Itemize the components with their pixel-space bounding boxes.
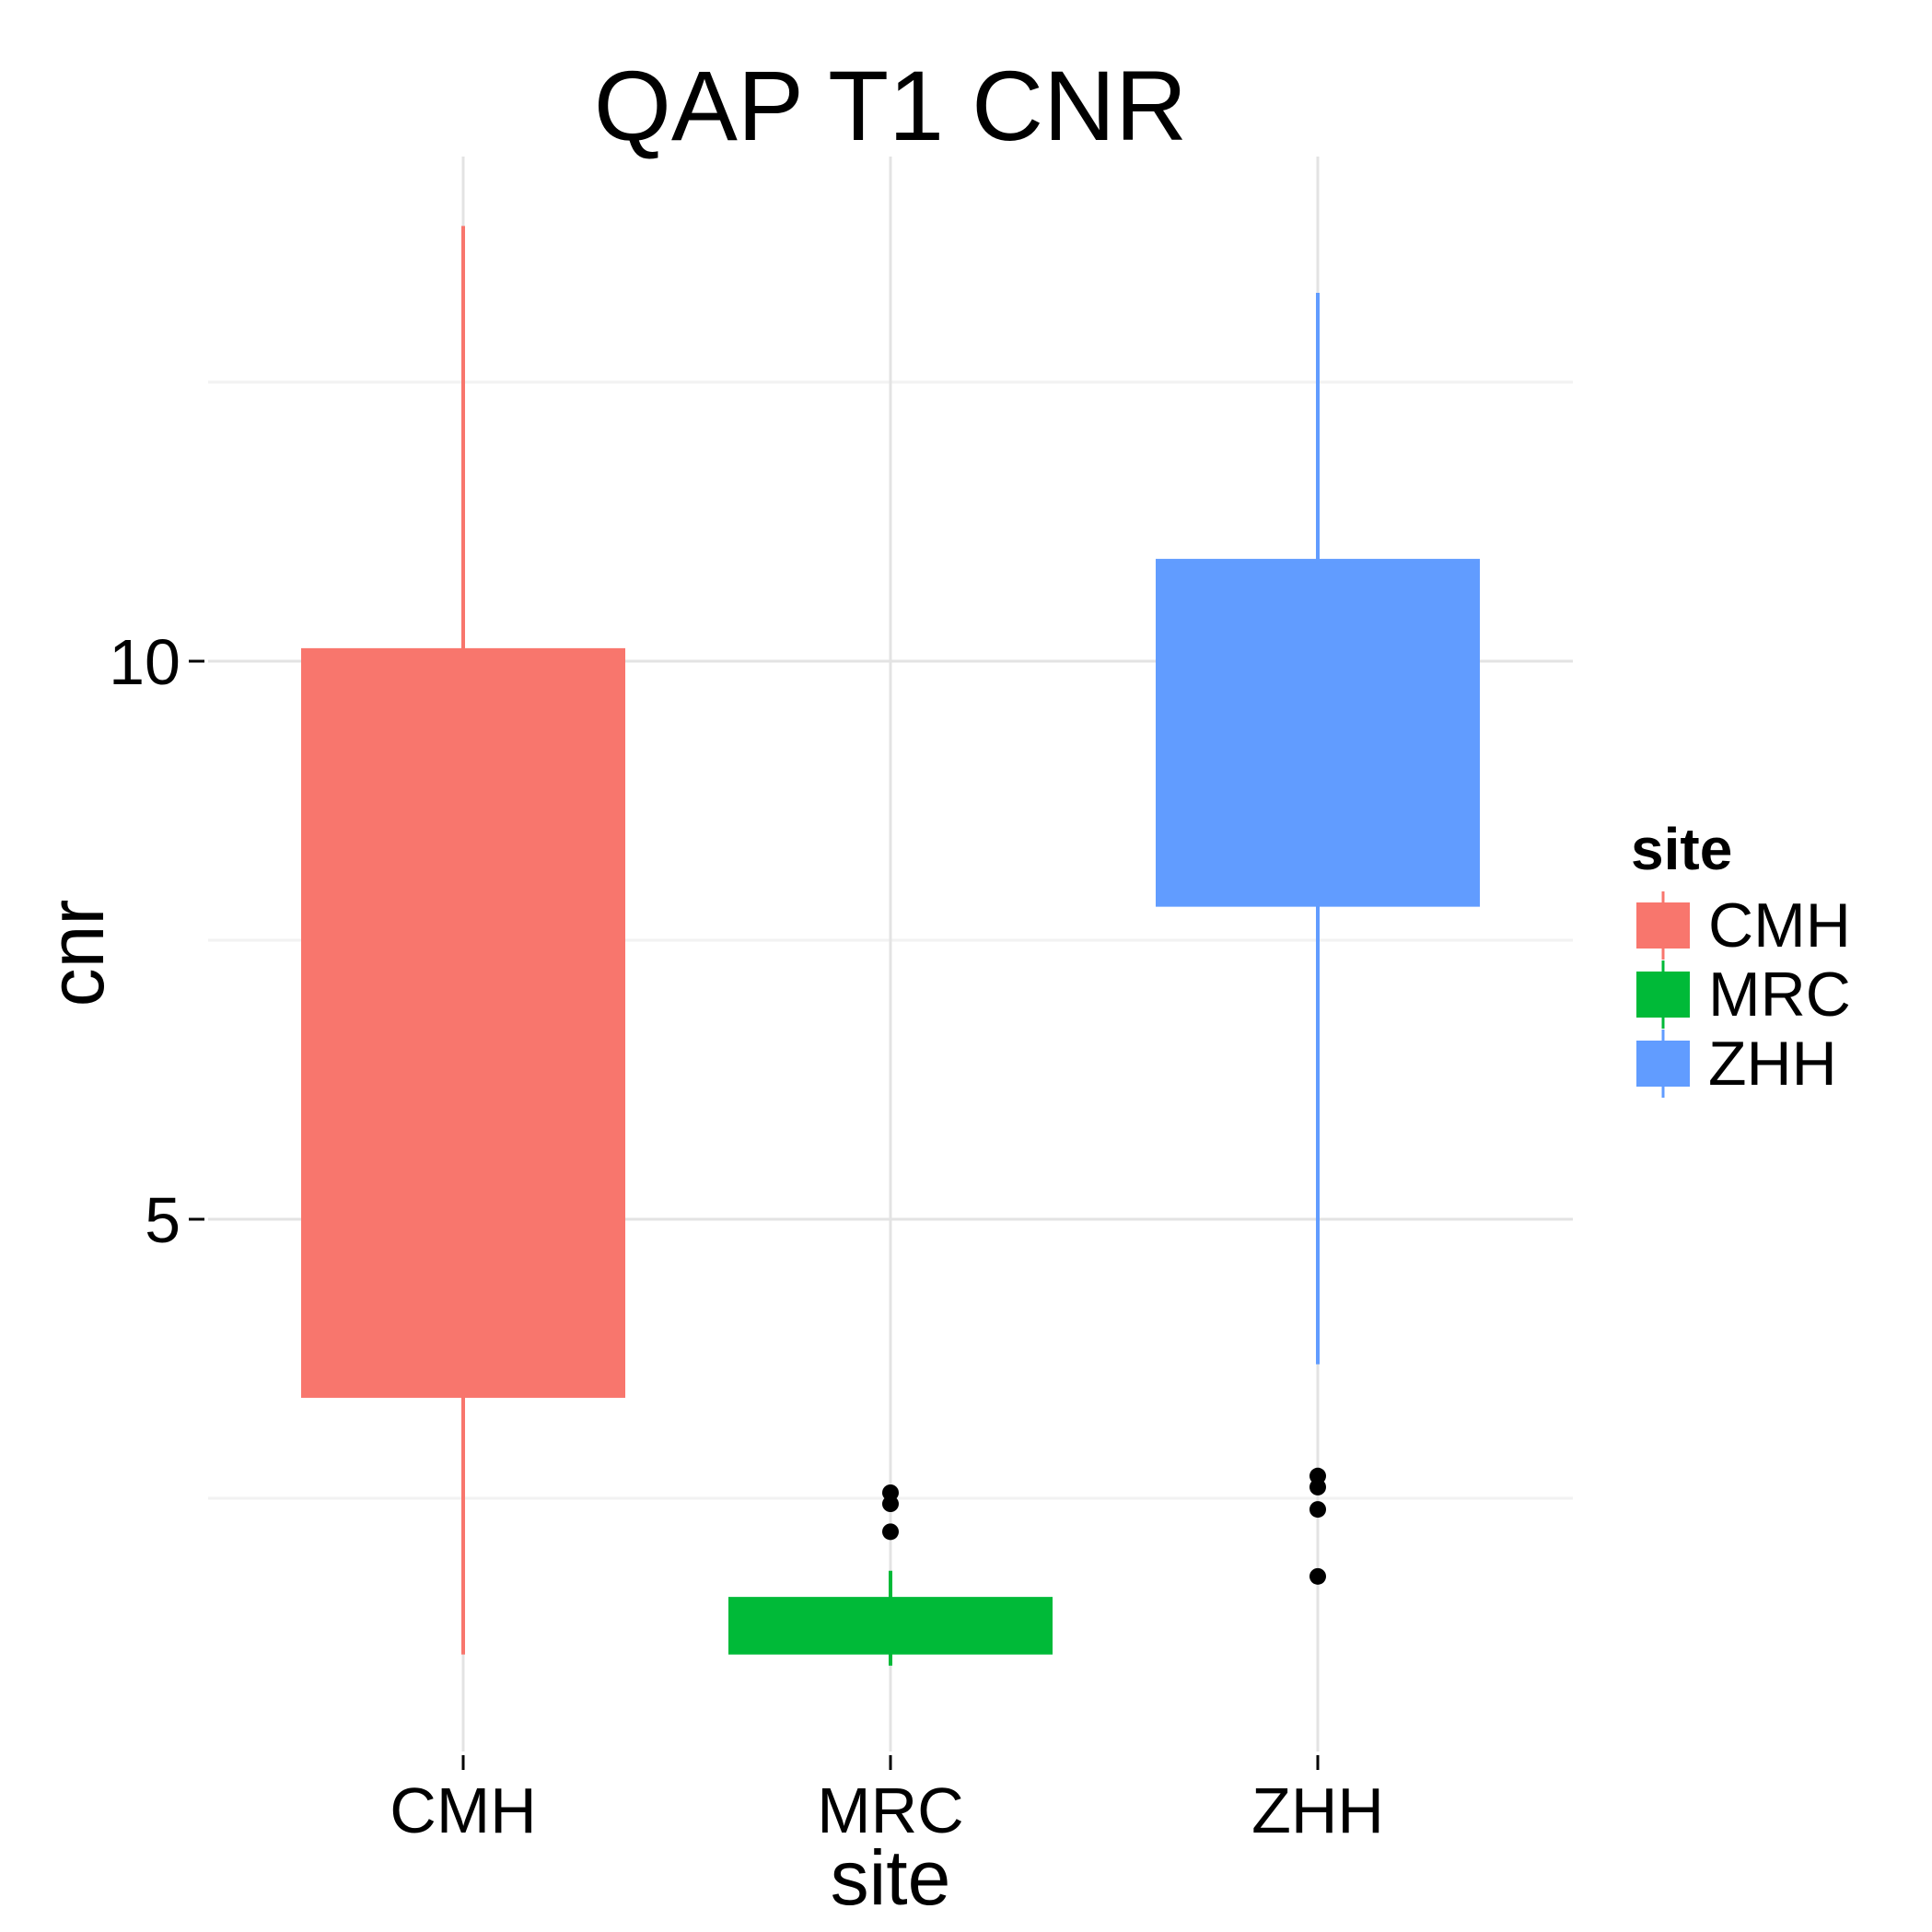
outlier-point (1309, 1567, 1326, 1585)
legend-key-swatch (1636, 1041, 1690, 1087)
legend-item-cmh: CMH (1636, 890, 1851, 960)
x-tick-label: MRC (817, 1775, 963, 1846)
legend-title: site (1631, 816, 1732, 882)
legend-item-label: CMH (1708, 890, 1851, 960)
outlier-point (1309, 1467, 1326, 1484)
box-mrc (728, 1484, 1053, 1666)
legend-key-swatch (1636, 972, 1690, 1018)
y-tick-label: 5 (145, 1184, 180, 1256)
outlier-point (882, 1484, 899, 1501)
y-axis-title: cnr (33, 900, 120, 1007)
legend-item-label: ZHH (1708, 1029, 1837, 1099)
box-cmh (301, 226, 625, 1655)
box-zhh (1156, 293, 1480, 1585)
boxes (301, 226, 1480, 1666)
x-tick-label: CMH (390, 1775, 536, 1846)
legend-item-label: MRC (1708, 960, 1851, 1030)
chart-title: QAP T1 CNR (594, 50, 1187, 161)
x-axis-title: site (831, 1834, 951, 1921)
box-body (728, 1599, 1053, 1655)
axes: 5 10 CMH MRC ZHH (109, 626, 1384, 1846)
x-tick-label: ZHH (1251, 1775, 1384, 1846)
y-tick-label: 10 (109, 626, 180, 698)
box-body (301, 649, 625, 1398)
outlier-point (1309, 1501, 1326, 1519)
legend-item-zhh: ZHH (1636, 1029, 1837, 1099)
box-body (1156, 560, 1480, 907)
legend-key-swatch (1636, 902, 1690, 949)
outlier-point (882, 1523, 899, 1541)
legend-item-mrc: MRC (1636, 960, 1851, 1030)
